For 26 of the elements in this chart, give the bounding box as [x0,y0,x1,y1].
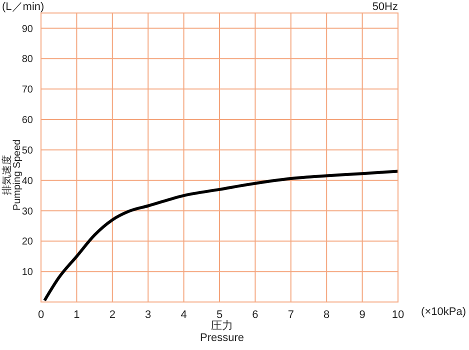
y-tick-label: 40 [22,176,34,187]
x-tick-label: 7 [288,308,294,321]
x-tick-label: 0 [38,308,44,321]
annotation: 50Hz [372,1,398,13]
y-tick-label: 70 [22,84,34,96]
x-tick-label: 8 [324,308,330,321]
x-axis-title: 圧力 Pressure [200,319,244,344]
y-tick-label: 90 [22,24,34,35]
y-tick-label: 10 [22,267,34,278]
y-tick-label: 80 [22,54,34,66]
x-tick-label: 1 [74,308,80,321]
y-tick-label: 30 [22,206,34,218]
x-tick-label: 9 [359,308,366,321]
line-series [43,170,398,302]
x-tick-label: 5 [216,308,223,321]
x-tick-label: 4 [180,308,187,321]
x-tick-label: 10 [392,308,404,321]
annotation: (L／min) [2,1,44,13]
x-tick-label: 3 [145,308,152,321]
x-tick-label: 6 [252,308,258,321]
x-tick-label: 2 [109,308,116,321]
y-tick-label: 60 [22,115,34,126]
y-tick-label: 20 [22,236,34,248]
y-tick-label: 50 [22,145,34,156]
y-axis-title: 排気速度 Pumping Speed [1,139,23,211]
text: (×10kPa) [421,306,466,318]
